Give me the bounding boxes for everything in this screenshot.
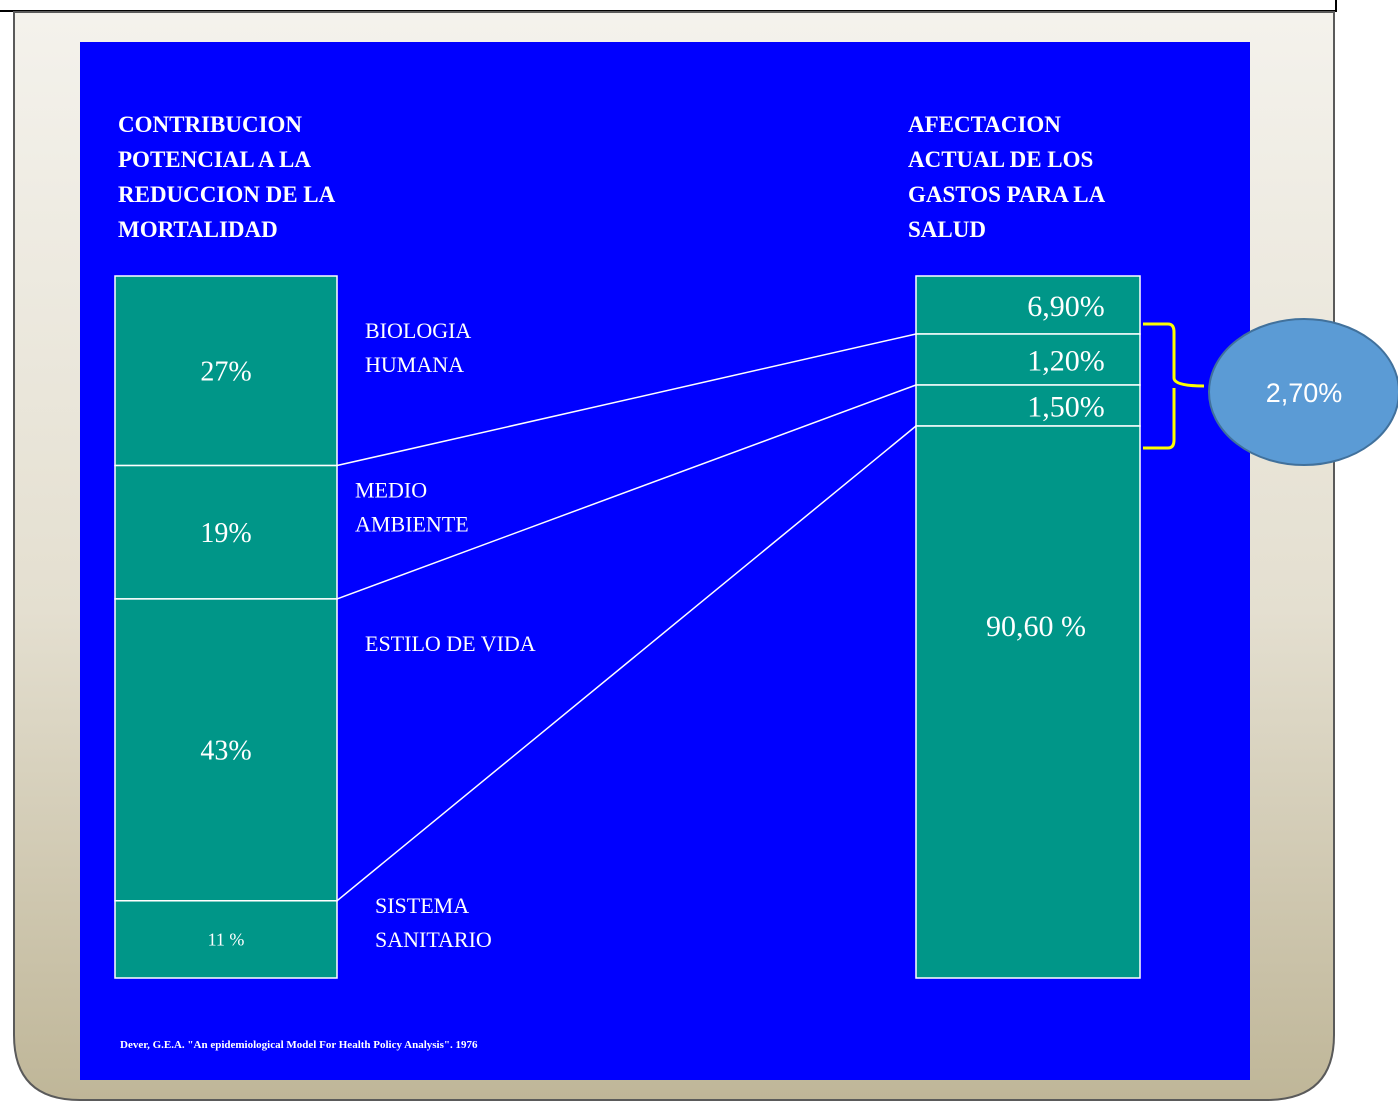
- category-label-line: SANITARIO: [375, 927, 492, 952]
- spending-segment: [915, 275, 1141, 335]
- connector-line: [336, 425, 917, 902]
- category-label-line: AMBIENTE: [355, 512, 469, 537]
- bracket-bubble: [1208, 318, 1398, 466]
- mortality-segment: [114, 598, 338, 902]
- left-title-line-2: POTENCIAL A LA: [118, 147, 311, 172]
- category-label: SISTEMA SANITARIO: [375, 893, 492, 952]
- top-strip: [0, 0, 1398, 11]
- left-title: CONTRIBUCION POTENCIAL A LA REDUCCION DE…: [118, 112, 340, 242]
- source-citation: Dever, G.E.A. "An epidemiological Model …: [120, 1039, 478, 1051]
- mortality-segment: [114, 464, 338, 600]
- right-title-line-2: ACTUAL DE LOS: [908, 147, 1093, 172]
- left-title-line-1: CONTRIBUCION: [118, 112, 302, 137]
- bracket: [1143, 322, 1205, 450]
- right-title: AFECTACION ACTUAL DE LOS GASTOS PARA LA …: [908, 112, 1110, 242]
- category-label: BIOLOGIA HUMANA: [365, 318, 471, 377]
- mortality-value-label: 43%: [200, 736, 251, 767]
- left-title-line-3: REDUCCION DE LA: [118, 182, 336, 207]
- right-title-line-3: GASTOS PARA LA: [908, 182, 1106, 207]
- category-label-line: BIOLOGIA: [365, 318, 471, 343]
- spending-value-label: 6,90%: [1027, 290, 1105, 323]
- category-labels: BIOLOGIA HUMANA MEDIO AMBIENTE ESTILO DE VID…: [355, 318, 536, 952]
- spending-value-label: 90,60 %: [986, 610, 1086, 643]
- category-label: ESTILO DE VIDA: [365, 631, 536, 656]
- right-title-line-4: SALUD: [908, 217, 986, 242]
- right-title-line-1: AFECTACION: [908, 112, 1061, 137]
- mortality-segment: [114, 275, 338, 467]
- spending-segment: [915, 384, 1141, 427]
- spending-stacked-bar: 6,90% 1,20% 1,50% 90,60 %: [915, 275, 1141, 979]
- spending-value-label: 1,20%: [1027, 345, 1105, 378]
- bracket-bubble-label: 2,70%: [1266, 378, 1343, 408]
- category-label-line: HUMANA: [365, 352, 464, 377]
- mortality-value-label: 27%: [200, 357, 251, 388]
- left-title-line-4: MORTALIDAD: [118, 217, 278, 242]
- category-label-line: SISTEMA: [375, 893, 469, 918]
- mortality-stacked-bar: 27% 19% 43% 11 %: [114, 275, 338, 979]
- category-label-line: ESTILO DE VIDA: [365, 631, 536, 656]
- mortality-value-label: 19%: [200, 518, 251, 549]
- connector-lines: [336, 333, 917, 902]
- spending-segment: [915, 425, 1141, 979]
- mortality-value-label: 11 %: [208, 930, 245, 950]
- connector-line: [336, 384, 917, 600]
- spending-value-label: 1,50%: [1027, 391, 1105, 424]
- mortality-segment: [114, 900, 338, 979]
- category-label: MEDIO AMBIENTE: [355, 478, 469, 537]
- connector-line: [336, 333, 917, 467]
- category-label-line: MEDIO: [355, 478, 427, 503]
